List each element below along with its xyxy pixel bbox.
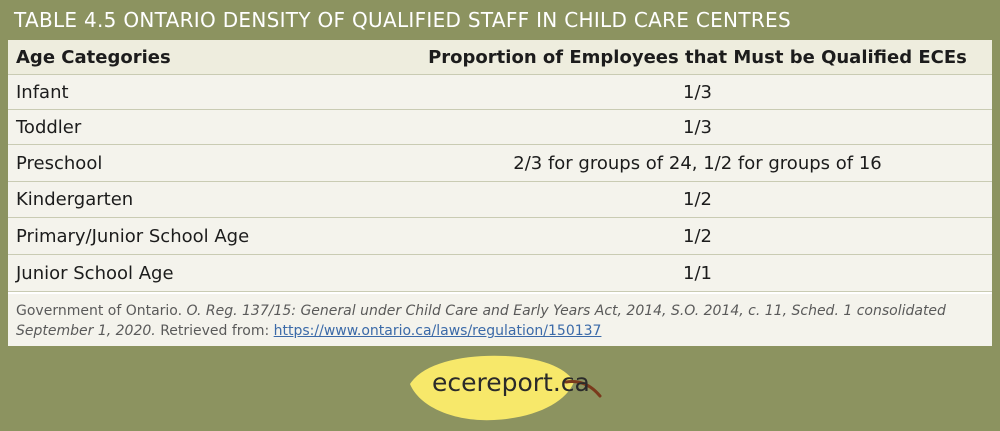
age-category-cell: Primary/Junior School Age: [16, 225, 250, 247]
proportion-cell: 2/3 for groups of 24, 1/2 for groups of …: [513, 152, 882, 174]
table-row: Kindergarten 1/2: [8, 182, 992, 218]
column-header-proportion: Proportion of Employees that Must be Qua…: [428, 46, 967, 68]
proportion-cell: 1/3: [683, 116, 712, 138]
leaf-icon: [410, 355, 602, 421]
table-row: Preschool 2/3 for groups of 24, 1/2 for …: [8, 145, 992, 182]
column-header-age: Age Categories: [16, 46, 171, 68]
source-prefix: Government of Ontario.: [16, 303, 183, 319]
proportion-cell: 1/3: [683, 81, 712, 103]
age-category-cell: Preschool: [16, 152, 103, 174]
table-header-row: Age Categories Proportion of Employees t…: [8, 40, 992, 75]
source-citation: Government of Ontario. O. Reg. 137/15: G…: [8, 294, 992, 346]
age-category-cell: Junior School Age: [16, 262, 174, 284]
proportion-cell: 1/2: [683, 225, 712, 247]
table-row: Toddler 1/3: [8, 110, 992, 145]
brand-name[interactable]: ecereport.ca: [432, 368, 590, 397]
table-row: Junior School Age 1/1: [8, 255, 992, 292]
table-row: Primary/Junior School Age 1/2: [8, 218, 992, 255]
source-regulation: O. Reg. 137/15: General under Child Care…: [16, 303, 946, 339]
age-category-cell: Kindergarten: [16, 189, 134, 210]
age-category-cell: Toddler: [16, 116, 82, 138]
source-link[interactable]: https://www.ontario.ca/laws/regulation/1…: [273, 323, 602, 339]
table-title: TABLE 4.5 ONTARIO DENSITY OF QUALIFIED S…: [14, 8, 791, 32]
source-retrieved: Retrieved from:: [160, 323, 270, 339]
table-row: Infant 1/3: [8, 75, 992, 110]
proportion-cell: 1/2: [683, 189, 712, 210]
age-category-cell: Infant: [16, 81, 69, 103]
proportion-cell: 1/1: [683, 262, 712, 284]
data-table: Age Categories Proportion of Employees t…: [8, 40, 992, 346]
